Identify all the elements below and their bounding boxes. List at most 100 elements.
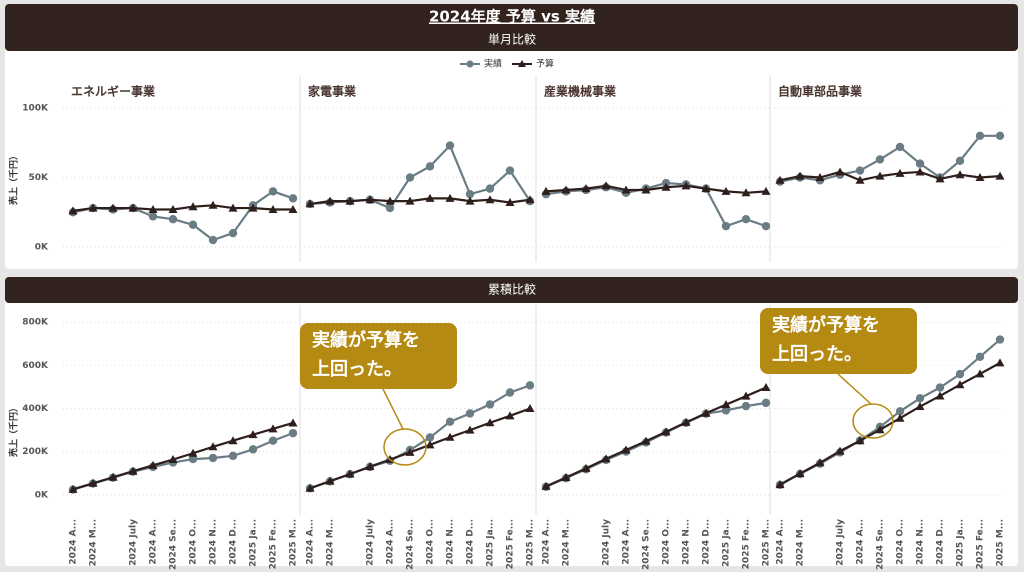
marker [525, 195, 535, 204]
marker [601, 181, 611, 190]
series-line [309, 407, 531, 490]
marker [915, 394, 925, 403]
marker [168, 455, 178, 464]
marker [228, 436, 238, 445]
x-tick-label: 2025 Ja... [486, 519, 496, 567]
y-axis-label: 売上（千円） [8, 403, 20, 457]
x-tick-label: 2024 A... [69, 519, 79, 565]
marker [855, 436, 865, 445]
x-tick-label: 2024 M... [326, 519, 336, 566]
marker [288, 194, 298, 203]
callout-circle [852, 403, 894, 439]
x-tick-label: 2024 O... [662, 519, 672, 565]
series-line [72, 421, 294, 491]
x-tick-label: 2025 M... [996, 519, 1006, 566]
marker [385, 203, 395, 213]
marker [895, 142, 905, 152]
x-tick-label: 2024 A... [542, 519, 552, 565]
y-tick-label: 400K [22, 404, 49, 414]
marker [268, 204, 278, 213]
marker [581, 184, 591, 193]
y-tick-label: 800K [22, 318, 49, 328]
x-tick-label: 2025 Fe... [742, 519, 752, 569]
marker [721, 221, 731, 231]
marker [485, 195, 495, 204]
x-tick-label: 2024 N... [682, 519, 692, 565]
callout-pointer [382, 388, 404, 430]
series-line [545, 184, 767, 194]
x-tick-label: 2025 M... [762, 519, 772, 566]
x-tick-label: 2024 A... [306, 519, 316, 565]
marker [795, 469, 805, 478]
marker [721, 406, 731, 415]
y-tick-label: 0K [35, 243, 49, 253]
marker [228, 203, 238, 212]
marker [855, 166, 865, 175]
marker [995, 335, 1005, 344]
marker [405, 196, 415, 205]
x-tick-label: 2024 July [602, 519, 612, 566]
marker [108, 472, 118, 481]
marker [208, 200, 218, 209]
marker [935, 391, 945, 400]
marker [445, 417, 455, 426]
marker [288, 204, 298, 213]
x-tick-label: 2024 O... [426, 519, 436, 565]
marker [975, 173, 985, 181]
marker [741, 401, 751, 411]
marker [148, 212, 158, 221]
y-axis-label: 売上（千円） [8, 151, 20, 205]
header-bar [5, 277, 1018, 303]
marker [305, 483, 315, 492]
marker [681, 181, 691, 190]
panel-title: 自動車部品事業 [778, 84, 863, 99]
marker [641, 185, 651, 194]
marker [485, 400, 495, 409]
x-tick-label: 2024 A... [856, 519, 866, 565]
marker [815, 173, 825, 181]
marker [895, 413, 905, 422]
section-title: 単月比較 [488, 32, 536, 47]
marker [405, 447, 415, 456]
x-tick-label: 2024 M... [89, 519, 99, 566]
marker [541, 481, 551, 490]
marker [445, 193, 455, 202]
legend-marker [466, 60, 474, 68]
marker [445, 141, 455, 150]
marker [875, 171, 885, 180]
legend-marker [518, 60, 526, 67]
marker [721, 400, 731, 409]
marker [228, 228, 238, 238]
x-tick-label: 2024 O... [896, 519, 906, 565]
x-tick-label: 2024 A... [149, 519, 159, 565]
marker [305, 199, 315, 208]
marker [641, 436, 651, 445]
x-tick-label: 2024 D... [466, 519, 476, 565]
marker [601, 454, 611, 463]
callout-pointer [837, 373, 872, 405]
marker [815, 458, 825, 467]
marker [621, 185, 631, 194]
marker [128, 203, 138, 212]
x-tick-label: 2024 M... [796, 519, 806, 566]
marker [88, 478, 98, 487]
x-tick-label: 2024 A... [776, 519, 786, 565]
x-tick-label: 2024 D... [229, 519, 239, 565]
marker [128, 466, 138, 475]
panel-title: 産業機械事業 [544, 84, 617, 99]
marker [995, 358, 1005, 367]
marker [248, 430, 258, 439]
marker [761, 186, 771, 195]
panel-title: 家電事業 [308, 84, 357, 99]
marker [505, 166, 515, 175]
section-title: 累積比較 [488, 282, 536, 297]
marker [345, 469, 355, 478]
series-line [72, 204, 293, 212]
marker [425, 193, 435, 202]
marker [995, 171, 1005, 180]
marker [681, 417, 691, 426]
marker [465, 409, 475, 418]
x-tick-label: 2025 Ja... [722, 519, 732, 567]
marker [955, 380, 965, 389]
marker [268, 436, 278, 445]
